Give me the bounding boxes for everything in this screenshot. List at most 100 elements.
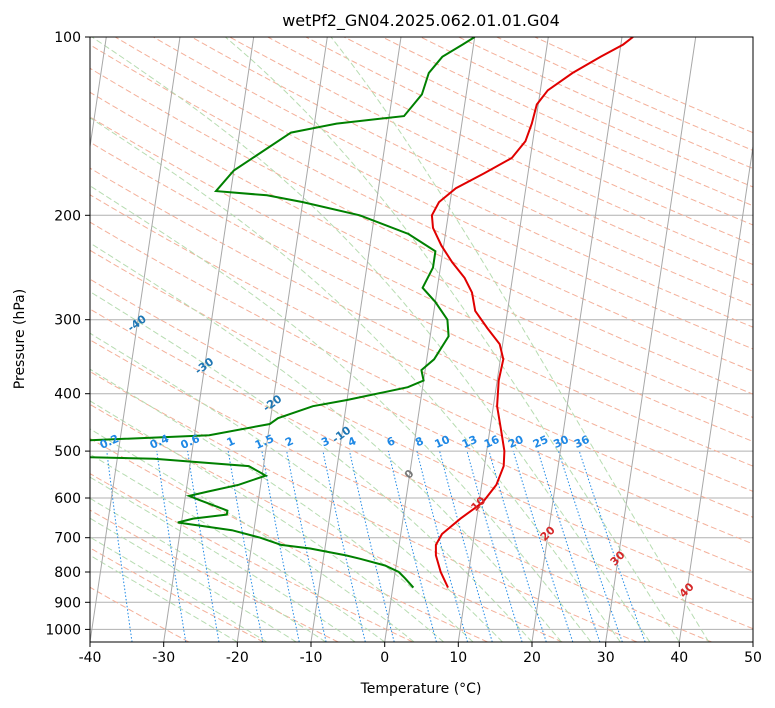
- plot-frame: [89, 36, 754, 643]
- sounding-series-line: [430, 37, 634, 589]
- isotherms: [90, 37, 753, 642]
- dry-adiabat: [90, 403, 563, 642]
- y-tick-label: 200: [54, 208, 81, 224]
- mixing-ratio-line: [488, 450, 547, 642]
- mixing-ratio-line: [439, 450, 493, 642]
- mixing-ratio-line: [416, 450, 468, 642]
- y-tick-label: 1000: [45, 622, 81, 638]
- mixing-ratio-label: 0.2: [98, 432, 121, 452]
- mixing-ratio-line: [387, 450, 437, 642]
- moist-adiabat: [225, 37, 680, 642]
- dry-adiabat: [191, 37, 753, 307]
- y-tick-label: 700: [54, 531, 81, 547]
- x-tick-label: -10: [300, 650, 323, 666]
- moist-adiabat-label: 30: [608, 548, 628, 568]
- dry-adiabat: [496, 37, 753, 151]
- mixing-ratio-label: 16: [482, 433, 502, 451]
- moist-adiabat-label: 40: [677, 580, 697, 600]
- mixing-ratio-label: 20: [506, 433, 526, 451]
- dry-adiabat: [90, 473, 414, 642]
- moist-adiabat: [90, 536, 268, 642]
- isotherm: [457, 37, 549, 642]
- mixing-ratio-line: [187, 451, 220, 642]
- moist-adiabat-label: 0: [402, 467, 417, 482]
- dry-adiabat: [90, 167, 753, 492]
- moist-adiabat: [90, 497, 326, 642]
- isotherm: [236, 37, 328, 642]
- y-tick-label: 500: [54, 444, 81, 460]
- dry-adiabat: [90, 44, 753, 372]
- mixing-ratio-line: [512, 450, 574, 642]
- y-tick-label: 300: [54, 313, 81, 329]
- plot-area: -100-90-80-70-60-50-40-30-20-100.10.20.4…: [0, 37, 753, 642]
- mixing-ratio-label: 8: [413, 434, 425, 449]
- isotherm-label: -60: [0, 236, 13, 258]
- y-tick-label: 800: [54, 565, 81, 581]
- x-tick-label: 20: [523, 650, 541, 666]
- mixing-ratio-label: 0.4: [148, 432, 171, 452]
- isotherm: [384, 37, 476, 642]
- isotherm: [752, 638, 753, 642]
- y-axis-label: Pressure (hPa): [12, 289, 28, 389]
- dry-adiabat: [90, 437, 488, 642]
- mixing-ratio-line: [466, 450, 523, 642]
- isotherm-label: -40: [125, 312, 149, 334]
- x-tick-label: -20: [226, 650, 249, 666]
- isotherm: [163, 37, 255, 642]
- mixing-ratio-line: [349, 450, 395, 642]
- sounding-series-line: [90, 37, 476, 589]
- dry-adiabat: [153, 37, 753, 328]
- dry-adiabat: [90, 586, 190, 642]
- x-tick-label: 30: [597, 650, 615, 666]
- chart-title: wetPf2_GN04.2025.062.01.01.G04: [282, 11, 560, 31]
- mixing-ratio-line: [578, 450, 646, 642]
- dry-adiabat: [90, 308, 753, 630]
- x-tick-label: -30: [152, 650, 175, 666]
- dry-adiabat: [382, 37, 753, 207]
- dry-adiabat: [90, 221, 753, 545]
- mixing-ratio-label: 4: [346, 434, 359, 449]
- y-tick-label: 100: [54, 30, 81, 46]
- moist-adiabat: [90, 428, 415, 642]
- moist-adiabat: [90, 117, 621, 642]
- mixing-ratio-line: [106, 451, 133, 642]
- isotherm: [531, 37, 623, 642]
- moist-adiabat: [90, 476, 356, 642]
- mixing-ratio-label: 30: [551, 433, 571, 451]
- dry-adiabat: [90, 91, 753, 419]
- moist-adiabat: [90, 242, 562, 642]
- mixing-ratio-line: [558, 450, 623, 642]
- y-tick-label: 900: [54, 595, 81, 611]
- x-tick-label: 10: [449, 650, 467, 666]
- y-tick-label: 400: [54, 387, 81, 403]
- dry-adiabat: [90, 67, 753, 395]
- isotherm-label: -50: [55, 290, 79, 312]
- isotherm: [90, 37, 181, 642]
- x-axis-label: Temperature (°C): [360, 681, 482, 697]
- y-tick-label: 600: [54, 491, 81, 507]
- sounding-curves: [90, 37, 634, 589]
- mixing-ratio-label: 13: [460, 433, 479, 451]
- moist-adiabat: [90, 332, 503, 642]
- dry-adiabat: [420, 37, 753, 188]
- dry-adiabat: [90, 547, 264, 642]
- moist-adiabat: [90, 185, 592, 642]
- moist-adiabat: [90, 554, 238, 642]
- x-tick-label: 0: [380, 650, 389, 666]
- dry-adiabat: [90, 278, 753, 601]
- dry-adiabat: [90, 339, 712, 642]
- moist-adiabat: [330, 37, 710, 642]
- isotherm: [310, 37, 402, 642]
- dry-adiabat: [267, 37, 753, 266]
- x-tick-label: 50: [744, 650, 762, 666]
- moist-adiabat: [90, 368, 474, 642]
- y-axis-ticks: 100 200 300 400 500 600 700 800 900 1000: [45, 30, 90, 638]
- dry-adiabat: [90, 371, 638, 642]
- isotherm: [678, 143, 753, 642]
- moist-adiabat: [90, 517, 297, 642]
- mixing-ratio-line: [537, 450, 601, 642]
- isotherm: [90, 37, 107, 150]
- dry-adiabat: [90, 194, 753, 518]
- x-tick-label: -40: [79, 650, 102, 666]
- x-axis-ticks: -40 -30 -20 -10 0 10 20 30 40 50: [79, 642, 762, 666]
